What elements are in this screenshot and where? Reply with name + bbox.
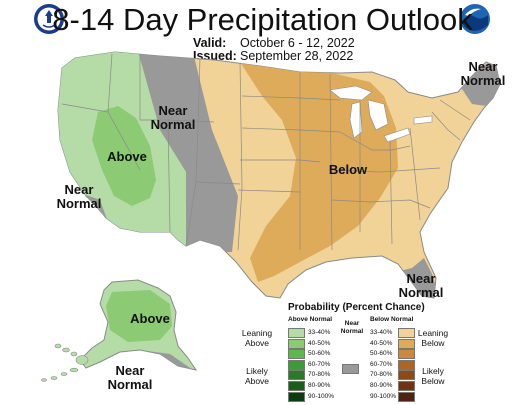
near-normal-florida-region [396,258,440,298]
lake-huron [367,99,389,131]
lake-ontario [413,115,433,125]
legend-below-swatch [398,370,415,381]
near-normal-rockies-label: Near Normal [150,103,196,132]
lake-erie [383,127,411,143]
valid-label: Valid: [193,36,227,50]
legend-below-swatch [398,381,415,391]
legend-above-swatch [288,391,305,402]
legend-leaning-below-label: Leaning Below [417,328,449,348]
legend-above-swatch [288,338,305,349]
lake-superior [329,85,373,101]
valid-date: October 6 - 12, 2022 [240,36,355,50]
legend-likely-above-label: Likely Above [244,366,270,386]
legend-leaning-above-label: Leaning Above [241,328,273,348]
above-normal-core-region [92,106,156,206]
legend-above-range: 70-80% [308,371,331,379]
legend-below-swatch [398,391,415,402]
legend-above-swatch [288,328,305,338]
legend-near-normal-label: Near Normal [340,320,364,335]
near-normal-northeast-label: Near Normal [460,59,506,88]
legend-below-range: 40-50% [370,339,393,347]
legend-above-range: 50-60% [308,350,331,358]
near-normal-florida-label: Near Normal [398,271,444,300]
hawaii-islands [54,343,89,365]
legend-below-swatch [398,359,415,370]
legend-below-range: 70-80% [370,371,393,379]
legend-title: Probability (Percent Chance) [288,302,425,313]
legend-below-swatch [398,338,415,349]
above-normal-alaska-core-region [106,290,172,342]
probability-legend: Probability (Percent Chance) Above Norma… [232,298,460,403]
legend-below-range: 50-60% [370,350,393,358]
near-normal-alaska-label: Near Normal [107,363,153,392]
aleutian-islands [41,367,79,382]
legend-above-range: 80-90% [308,382,331,389]
noaa-department-of-commerce-seal-icon [34,4,64,34]
legend-below-swatch [398,328,415,338]
legend-near-normal-swatch [342,364,359,374]
legend-above-range: 60-70% [308,360,331,368]
near-normal-northeast-region [460,62,500,106]
legend-above-range: 90-100% [308,392,335,400]
above-normal-alaska-label: Above [130,311,170,326]
legend-above-range: 40-50% [308,339,331,347]
legend-above-swatch [288,381,305,391]
issued-date: September 28, 2022 [240,49,354,63]
near-normal-rockies-region [135,52,238,252]
page-title: 8-14 Day Precipitation Outlook [52,2,473,37]
state-borders [61,53,471,251]
legend-likely-below-label: Likely Below [421,366,445,386]
near-normal-socal-label: Near Normal [56,182,102,211]
legend-below-swatch [398,349,415,360]
legend-above-swatch [288,349,305,360]
lake-michigan [349,101,363,139]
legend-below-header: Below Normal [370,316,414,323]
legend-below-range: 90-100% [370,392,397,400]
legend-below-range: 33-40% [370,329,393,336]
above-normal-west-label: Above [107,149,147,164]
below-normal-label: Below [328,162,368,177]
legend-above-swatch [288,359,305,370]
legend-above-swatch [288,370,305,381]
legend-above-header: Above Normal [288,316,333,323]
legend-below-range: 80-90% [370,382,393,389]
noaa-logo-icon [460,4,490,34]
legend-below-range: 60-70% [370,360,393,368]
legend-above-range: 33-40% [308,329,331,336]
